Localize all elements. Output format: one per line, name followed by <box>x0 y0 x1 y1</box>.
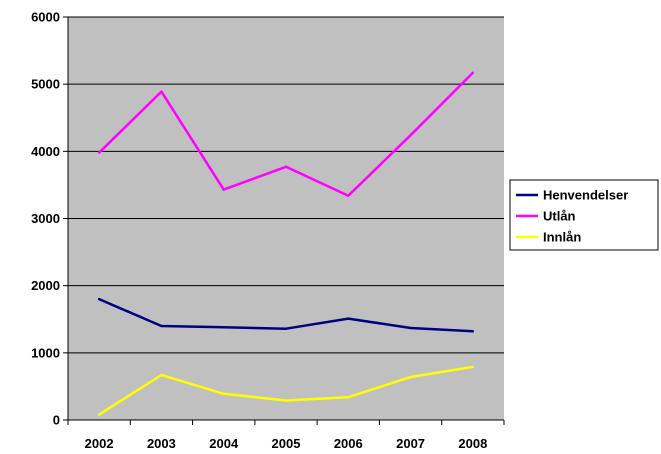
y-tick-label: 3000 <box>31 211 60 226</box>
data-point <box>97 297 101 301</box>
legend: Henvendelser Utlån Innlån <box>509 179 659 251</box>
data-point <box>160 324 163 328</box>
data-point <box>222 326 225 329</box>
data-point <box>409 134 412 137</box>
data-point <box>471 71 475 74</box>
x-tick-label: 2003 <box>147 436 176 451</box>
data-point <box>284 399 288 402</box>
x-tick-label: 2004 <box>209 436 239 451</box>
legend-label: Henvendelser <box>543 188 628 203</box>
data-point <box>347 194 350 197</box>
data-point <box>347 317 350 320</box>
x-tick-label: 2007 <box>396 436 425 451</box>
y-tick-label: 1000 <box>31 345 60 360</box>
x-tick-label: 2005 <box>272 436 301 451</box>
data-point <box>97 413 101 416</box>
y-tick-label: 0 <box>53 413 60 428</box>
data-point <box>284 165 288 168</box>
y-tick-labels: 0 1000 2000 3000 4000 5000 6000 <box>31 10 60 428</box>
legend-label: Innlån <box>543 230 581 245</box>
data-point <box>409 326 412 330</box>
data-point <box>347 395 350 399</box>
series-lines <box>97 71 475 416</box>
data-point <box>160 90 163 93</box>
y-tick-label: 2000 <box>31 278 60 293</box>
x-tick-label: 2002 <box>85 436 114 451</box>
data-point <box>222 188 225 191</box>
data-point <box>160 373 163 377</box>
x-tick-label: 2008 <box>458 436 487 451</box>
data-point <box>97 151 101 154</box>
y-tick-label: 5000 <box>31 77 60 92</box>
x-tick-label: 2006 <box>334 436 363 451</box>
gridlines <box>68 16 504 354</box>
y-tick-label: 6000 <box>31 10 60 25</box>
data-point <box>222 392 225 396</box>
data-point <box>471 365 475 369</box>
x-tick-labels: 2002 2003 2004 2005 2006 2007 2008 <box>85 436 488 451</box>
data-point <box>471 330 475 333</box>
data-point <box>409 375 412 379</box>
y-tick-label: 4000 <box>31 144 60 159</box>
data-point <box>284 327 288 330</box>
axes <box>63 16 505 425</box>
legend-label: Utlån <box>543 209 576 224</box>
